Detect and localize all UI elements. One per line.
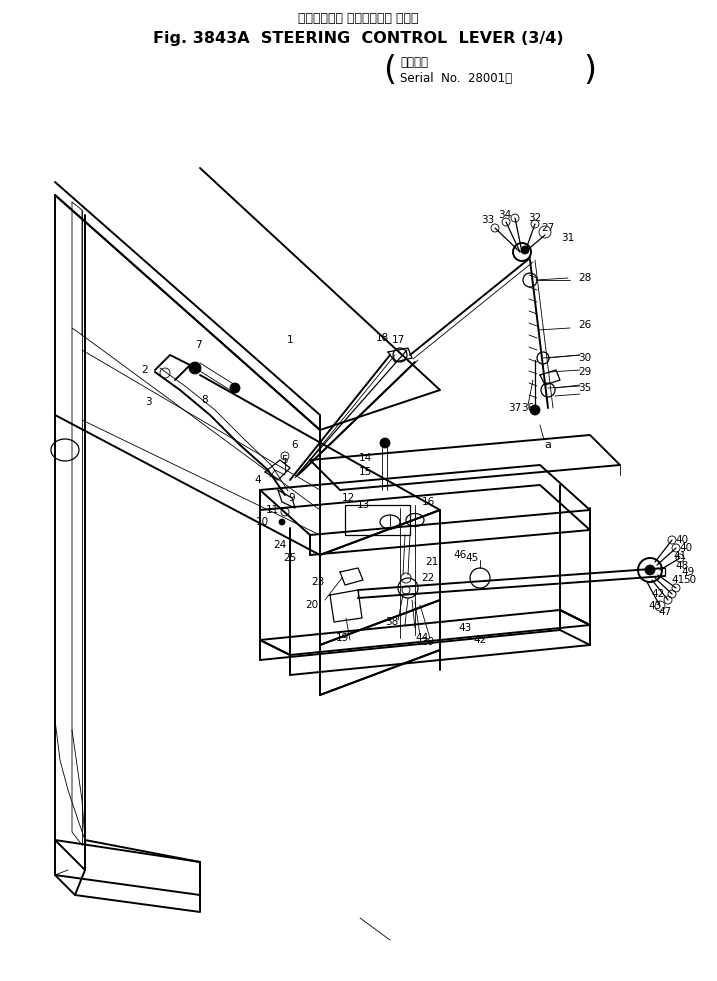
Text: 44: 44 (415, 633, 429, 643)
Text: ): ) (584, 54, 597, 86)
Text: 34: 34 (498, 210, 512, 220)
Text: 1: 1 (287, 335, 293, 345)
Text: 45: 45 (465, 553, 479, 563)
Text: 43: 43 (458, 623, 472, 633)
Text: 30: 30 (579, 353, 592, 363)
Text: 10: 10 (255, 517, 269, 527)
Text: 20: 20 (305, 600, 318, 610)
Circle shape (230, 383, 240, 393)
Text: (: ( (384, 54, 397, 86)
Circle shape (189, 362, 201, 374)
Text: 5: 5 (282, 455, 288, 465)
Text: 26: 26 (579, 320, 592, 330)
Bar (345, 505, 410, 535)
Text: 47: 47 (658, 607, 672, 617)
Text: 31: 31 (561, 233, 574, 243)
Text: 35: 35 (579, 383, 592, 393)
Circle shape (645, 565, 655, 575)
Text: a: a (545, 440, 551, 450)
Text: 32: 32 (528, 213, 541, 223)
Text: 42: 42 (651, 589, 665, 599)
Text: 18: 18 (376, 333, 389, 343)
Text: 40: 40 (680, 543, 693, 553)
Text: 25: 25 (283, 553, 297, 563)
Text: 7: 7 (195, 340, 201, 350)
Text: 50: 50 (683, 575, 696, 585)
Text: 38: 38 (385, 617, 399, 627)
Text: 41: 41 (671, 575, 685, 585)
Text: 36: 36 (521, 403, 535, 413)
Text: 46: 46 (453, 550, 467, 560)
Text: Serial  No.  28001～: Serial No. 28001～ (400, 72, 512, 84)
Text: 28: 28 (579, 273, 592, 283)
Text: 43: 43 (648, 601, 662, 611)
Text: 40: 40 (675, 535, 688, 545)
Text: 42: 42 (473, 635, 487, 645)
Text: 29: 29 (579, 367, 592, 377)
Text: 6: 6 (292, 440, 298, 450)
Text: 21: 21 (425, 557, 439, 567)
Text: 16: 16 (422, 497, 435, 507)
Text: 17: 17 (391, 335, 404, 345)
Text: 19: 19 (336, 633, 348, 643)
Text: 41: 41 (673, 551, 687, 561)
Text: 27: 27 (541, 223, 555, 233)
Circle shape (380, 438, 390, 448)
Text: ステアリング コントロール レバー: ステアリング コントロール レバー (298, 12, 418, 25)
Text: 4: 4 (255, 475, 261, 485)
Text: 9: 9 (289, 493, 295, 503)
Text: 14: 14 (358, 453, 371, 463)
Circle shape (530, 405, 540, 415)
Text: 39: 39 (422, 637, 435, 647)
Text: 48: 48 (675, 561, 688, 571)
Text: 23: 23 (311, 577, 325, 587)
Text: 49: 49 (681, 567, 695, 577)
Circle shape (521, 246, 529, 254)
Text: 24: 24 (273, 540, 287, 550)
Circle shape (279, 519, 285, 525)
Text: 8: 8 (201, 395, 209, 405)
Text: 15: 15 (358, 467, 371, 477)
Text: 37: 37 (508, 403, 522, 413)
Text: 12: 12 (341, 493, 355, 503)
Text: 33: 33 (481, 215, 495, 225)
Text: 13: 13 (356, 500, 370, 510)
Text: 3: 3 (145, 397, 151, 407)
Text: 11: 11 (265, 505, 279, 515)
Text: 2: 2 (142, 365, 148, 375)
Text: 22: 22 (422, 573, 435, 583)
Text: Fig. 3843A  STEERING  CONTROL  LEVER (3/4): Fig. 3843A STEERING CONTROL LEVER (3/4) (153, 30, 564, 45)
Text: 適用号機: 適用号機 (400, 56, 428, 69)
